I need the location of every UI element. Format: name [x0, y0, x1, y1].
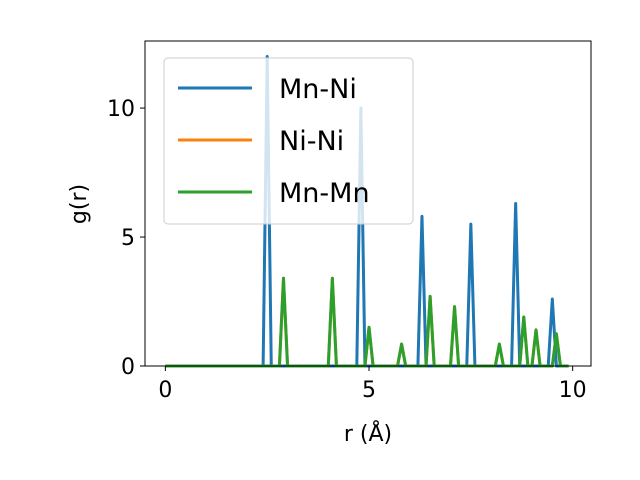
y-tick-label: 0	[121, 355, 135, 380]
legend-label-mn-ni: Mn-Ni	[279, 74, 357, 105]
plot-frame	[144, 40, 592, 367]
x-axis-label: r (Å)	[344, 420, 392, 447]
legend-label-ni-ni: Ni-Ni	[279, 126, 344, 157]
y-tick-label: 10	[107, 97, 135, 122]
y-tick-label: 5	[121, 226, 135, 251]
y-axis-label: g(r)	[67, 184, 92, 224]
legend-label-mn-mn: Mn-Mn	[279, 178, 370, 209]
legend: Mn-Ni Ni-Ni Mn-Mn	[163, 57, 414, 225]
legend-box	[163, 57, 414, 225]
series-line-mn-mn	[165, 276, 569, 368]
ticks-layer: 0 5 10 0 5 10	[107, 97, 587, 403]
x-tick-label: 5	[362, 378, 376, 403]
x-tick-label: 10	[559, 378, 587, 403]
x-tick-label: 0	[158, 378, 172, 403]
